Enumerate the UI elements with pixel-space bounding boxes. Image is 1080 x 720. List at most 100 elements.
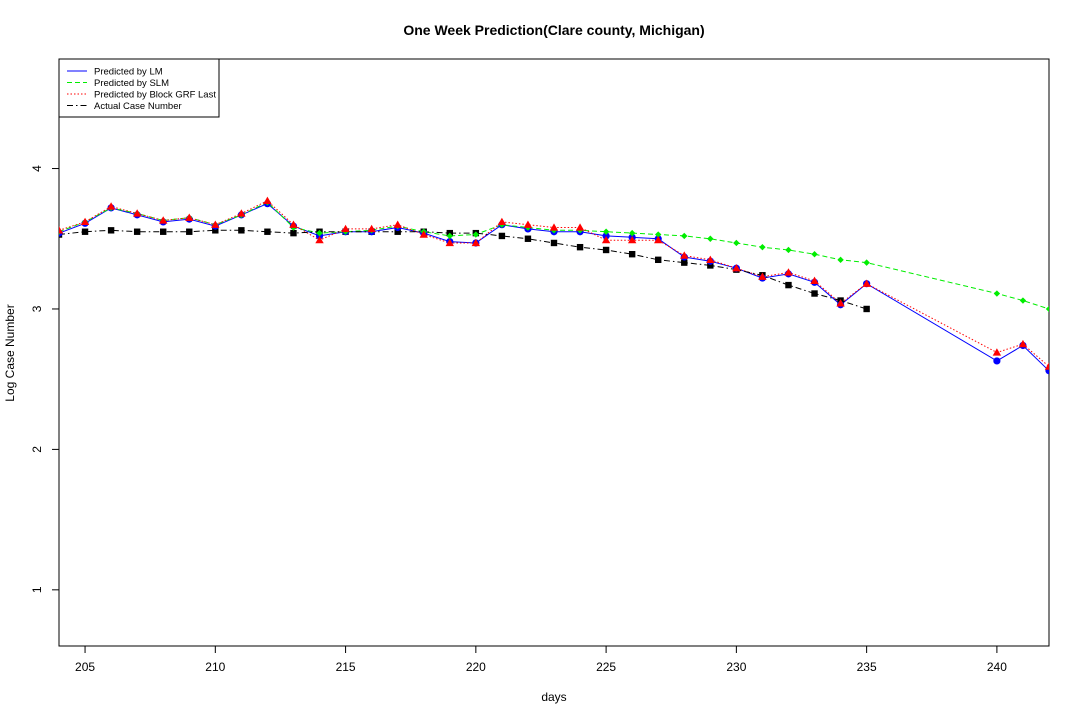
data-point bbox=[394, 228, 401, 235]
x-tick-label: 225 bbox=[596, 660, 616, 674]
series-group bbox=[59, 196, 1049, 375]
data-point bbox=[785, 281, 792, 289]
data-point bbox=[80, 217, 90, 226]
data-point bbox=[707, 235, 714, 242]
data-point bbox=[1044, 362, 1049, 370]
x-tick-label: 230 bbox=[726, 660, 746, 674]
data-point bbox=[315, 235, 324, 244]
x-axis-label: days bbox=[541, 690, 566, 704]
series-line-3 bbox=[59, 229, 867, 310]
x-tick-label: 210 bbox=[205, 660, 225, 674]
data-point bbox=[159, 216, 168, 224]
data-point bbox=[289, 220, 298, 228]
data-point bbox=[524, 235, 532, 242]
data-point bbox=[602, 228, 610, 235]
data-point bbox=[862, 279, 871, 287]
plot-frame bbox=[58, 58, 1050, 647]
data-point bbox=[811, 290, 818, 297]
data-point bbox=[1045, 305, 1049, 313]
data-point bbox=[627, 235, 637, 244]
data-point bbox=[784, 268, 793, 276]
data-point bbox=[810, 276, 819, 285]
data-point bbox=[785, 246, 792, 254]
data-point bbox=[132, 209, 142, 217]
x-tick-label: 220 bbox=[466, 660, 486, 674]
data-point bbox=[549, 223, 559, 231]
plot-area: 205 210 215 220 225 230 235 240 1 2 3 4 bbox=[30, 58, 1050, 674]
data-point bbox=[107, 227, 115, 234]
data-point bbox=[993, 290, 1001, 297]
data-point bbox=[212, 227, 219, 234]
data-point bbox=[759, 243, 766, 251]
data-point bbox=[471, 238, 481, 247]
data-point bbox=[655, 231, 662, 238]
data-point bbox=[550, 239, 558, 247]
y-tick-label: 2 bbox=[30, 446, 44, 453]
data-point bbox=[628, 229, 636, 237]
data-point bbox=[393, 220, 402, 228]
data-point bbox=[264, 228, 271, 235]
data-point bbox=[446, 232, 453, 240]
legend-label: Predicted by LM bbox=[94, 67, 163, 78]
legend-label: Predicted by SLM bbox=[94, 78, 169, 89]
data-point bbox=[681, 232, 688, 240]
y-tick-label: 3 bbox=[30, 305, 44, 312]
data-point bbox=[237, 209, 246, 217]
data-point bbox=[811, 250, 818, 258]
data-point bbox=[654, 235, 663, 244]
x-tick-label: 215 bbox=[336, 660, 356, 674]
legend-box bbox=[58, 58, 220, 118]
data-point bbox=[81, 228, 89, 235]
data-point bbox=[575, 223, 585, 231]
x-tick-label: 240 bbox=[987, 660, 1007, 674]
data-point bbox=[106, 202, 116, 210]
data-point bbox=[733, 239, 740, 247]
legend-label: Predicted by Block GRF Last bbox=[94, 90, 216, 101]
data-point bbox=[341, 224, 350, 233]
y-axis-label: Log Case Number bbox=[3, 304, 17, 401]
data-point bbox=[1018, 339, 1028, 348]
data-point bbox=[472, 231, 480, 238]
data-point bbox=[707, 262, 714, 269]
data-point bbox=[655, 256, 662, 264]
data-point bbox=[497, 217, 507, 226]
data-point bbox=[836, 299, 845, 307]
data-point bbox=[576, 243, 584, 251]
y-tick-label: 4 bbox=[30, 165, 44, 172]
data-point bbox=[185, 213, 194, 221]
data-point bbox=[498, 232, 506, 240]
data-point bbox=[863, 259, 870, 266]
data-point bbox=[602, 232, 610, 240]
data-point bbox=[419, 230, 428, 238]
data-point bbox=[732, 264, 741, 272]
legend-label: Actual Case Number bbox=[94, 101, 182, 112]
x-tick-label: 235 bbox=[857, 660, 877, 674]
data-point bbox=[681, 259, 688, 266]
data-point bbox=[263, 196, 272, 204]
data-point bbox=[238, 227, 245, 234]
chart-title: One Week Prediction(Clare county, Michig… bbox=[403, 22, 704, 38]
data-point bbox=[706, 255, 715, 263]
y-tick-label: 1 bbox=[30, 586, 44, 593]
data-point bbox=[133, 228, 141, 235]
data-point bbox=[59, 226, 64, 234]
data-point bbox=[837, 256, 844, 264]
series-line-1 bbox=[59, 201, 1049, 310]
data-point bbox=[367, 224, 376, 233]
x-tick-label: 205 bbox=[75, 660, 95, 674]
data-point bbox=[316, 229, 323, 237]
data-point bbox=[1019, 297, 1027, 304]
data-point bbox=[445, 238, 454, 247]
data-point bbox=[993, 357, 1001, 365]
data-point bbox=[758, 272, 767, 280]
data-point bbox=[602, 246, 610, 254]
data-point bbox=[680, 251, 689, 259]
data-point bbox=[628, 250, 636, 258]
data-point bbox=[186, 228, 193, 235]
data-point bbox=[992, 348, 1002, 356]
data-point bbox=[160, 228, 167, 235]
data-point bbox=[290, 229, 297, 237]
data-point bbox=[863, 305, 870, 313]
